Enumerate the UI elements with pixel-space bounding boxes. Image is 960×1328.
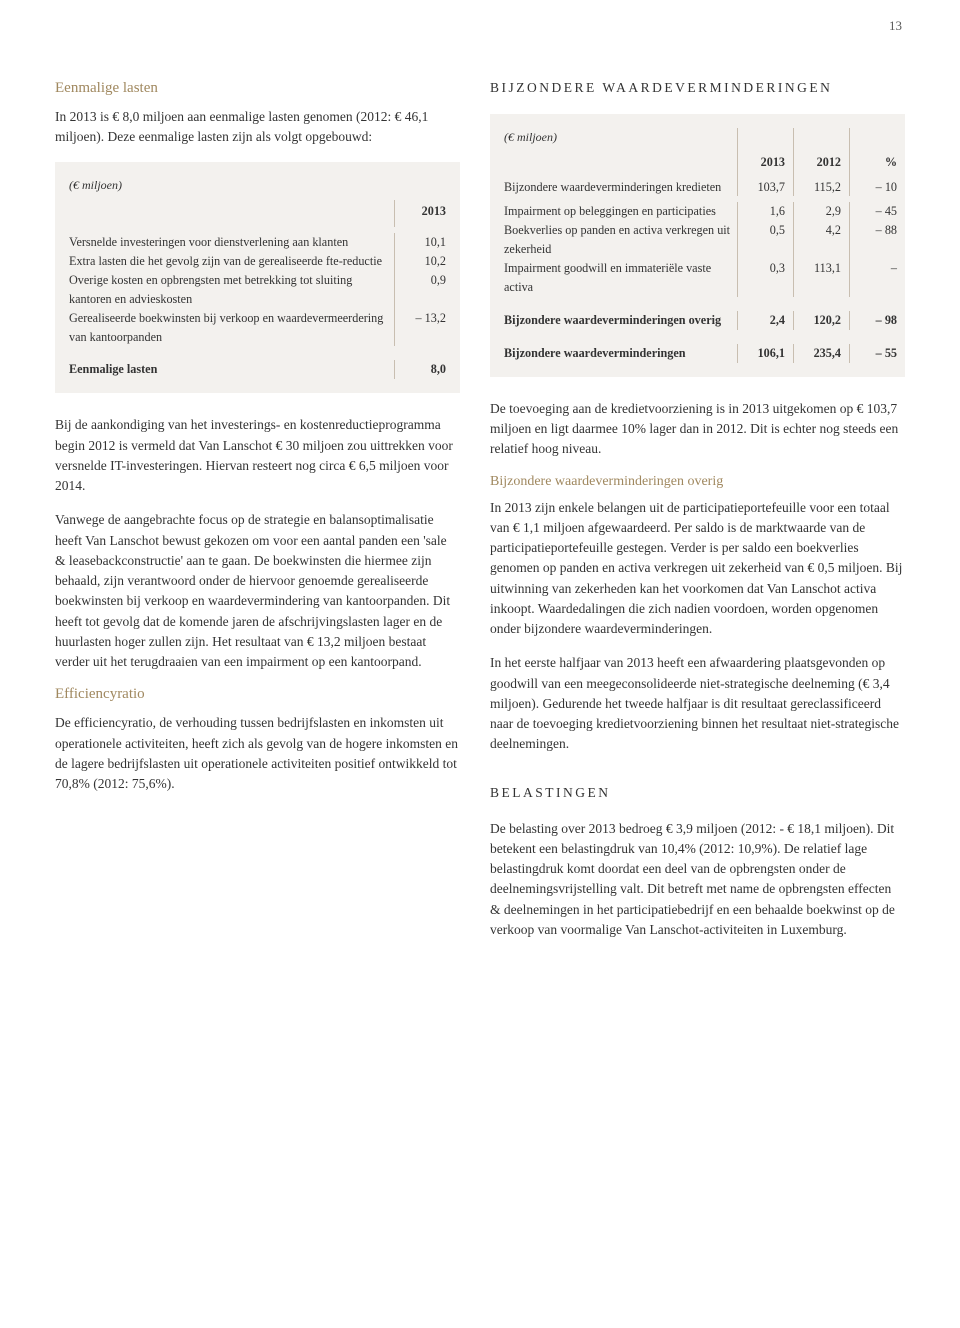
table-total-row: Eenmalige lasten 8,0: [69, 360, 460, 379]
row-label: Extra lasten die het gevolg zijn van de …: [69, 252, 394, 271]
row-value: 10,2: [394, 252, 460, 271]
cell: – 98: [849, 311, 905, 330]
row-value: – 13,2: [394, 309, 460, 347]
table-total-row: Bijzondere waardeverminderingen 106,1 23…: [504, 344, 905, 363]
row-label: Bijzondere waarde­verminderingen overig: [504, 311, 737, 330]
table-unit: (€ miljoen): [69, 176, 460, 195]
section-title-bijzondere: BIJZONDERE WAARDEVERMINDERINGEN: [490, 80, 905, 96]
row-label: Bijzondere waardeverminderingen: [504, 344, 737, 363]
cell: 1,6: [737, 202, 793, 221]
col-header: 2012: [793, 153, 849, 178]
col-header: 2013: [737, 153, 793, 178]
heading-eenmalige-lasten: Eenmalige lasten: [55, 80, 460, 97]
paragraph: De toevoeging aan de kredietvoorziening …: [490, 399, 905, 460]
right-column: BIJZONDERE WAARDEVERMINDERINGEN (€ miljo…: [490, 80, 905, 954]
row-value: 10,1: [394, 233, 460, 252]
table-row: Extra lasten die het gevolg zijn van de …: [69, 252, 460, 271]
heading-bijzondere-overig: Bijzondere waardeverminderingen overig: [490, 474, 905, 490]
table-row: Boekverlies op panden en activa verkrege…: [504, 221, 905, 259]
cell: 115,2: [793, 178, 849, 197]
cell: 2,9: [793, 202, 849, 221]
row-label: Versnelde investeringen voor dienstverle…: [69, 233, 394, 252]
cell: 103,7: [737, 178, 793, 197]
cell: 106,1: [737, 344, 793, 363]
left-column: Eenmalige lasten In 2013 is € 8,0 miljoe…: [55, 80, 460, 954]
two-column-layout: Eenmalige lasten In 2013 is € 8,0 miljoe…: [55, 80, 905, 954]
table-row: Impairment goodwill en immateriële vaste…: [504, 259, 905, 297]
table-row: Gerealiseerde boekwinsten bij verkoop en…: [69, 309, 460, 347]
table-row: Versnelde investeringen voor dienstverle…: [69, 233, 460, 252]
cell: 2,4: [737, 311, 793, 330]
cell: 120,2: [793, 311, 849, 330]
cell: – 55: [849, 344, 905, 363]
table-row: Overige kosten en opbrengsten met betrek…: [69, 271, 460, 309]
page-number: 13: [889, 18, 902, 34]
cell: 0,3: [737, 259, 793, 297]
table-eenmalige-lasten: (€ miljoen) 2013 Versnelde investeringen…: [55, 162, 460, 394]
cell: – 45: [849, 202, 905, 221]
row-label: Overige kosten en opbrengsten met betrek…: [69, 271, 394, 309]
table-unit: (€ miljoen): [504, 128, 737, 147]
cell: 0,5: [737, 221, 793, 259]
paragraph: Vanwege de aangebrachte focus op de stra…: [55, 510, 460, 672]
table-header-row: 2013: [69, 200, 460, 227]
row-label: Bijzondere waarde­verminderingen krediet…: [504, 178, 737, 197]
section-title-belastingen: BELASTINGEN: [490, 785, 905, 801]
paragraph: In het eerste halfjaar van 2013 heeft ee…: [490, 653, 905, 754]
row-label: Impairment goodwill en immateriële vaste…: [504, 259, 737, 297]
table-subtotal-row: Bijzondere waarde­verminderingen overig …: [504, 311, 905, 330]
cell: – 88: [849, 221, 905, 259]
cell: – 10: [849, 178, 905, 197]
total-label: Eenmalige lasten: [69, 360, 394, 379]
row-label: Impairment op beleggingen en participati…: [504, 202, 737, 221]
table-header-year: 2013: [394, 200, 460, 227]
table-row: Bijzondere waarde­verminderingen krediet…: [504, 178, 905, 197]
paragraph: De efficiencyratio, de verhouding tussen…: [55, 713, 460, 794]
paragraph: In 2013 is € 8,0 miljoen aan eenmalige l…: [55, 107, 460, 148]
table-bijzondere-waardeverminderingen: (€ miljoen) 2013 2012 % Bijzondere waard…: [490, 114, 905, 377]
table-header-row: 2013 2012 %: [504, 153, 905, 178]
table-row: Impairment op beleggingen en participati…: [504, 202, 905, 221]
paragraph: Bij de aankondiging van het investerings…: [55, 415, 460, 496]
total-value: 8,0: [394, 360, 460, 379]
row-label: Boekverlies op panden en activa verkrege…: [504, 221, 737, 259]
cell: –: [849, 259, 905, 297]
col-header: %: [849, 153, 905, 178]
row-value: 0,9: [394, 271, 460, 309]
heading-efficiencyratio: Efficiencyratio: [55, 686, 460, 703]
cell: 4,2: [793, 221, 849, 259]
row-label: Gerealiseerde boekwinsten bij verkoop en…: [69, 309, 394, 347]
paragraph: De belasting over 2013 bedroeg € 3,9 mil…: [490, 819, 905, 941]
paragraph: In 2013 zijn enkele belangen uit de part…: [490, 498, 905, 640]
table-header-row: (€ miljoen): [504, 128, 905, 153]
cell: 113,1: [793, 259, 849, 297]
cell: 235,4: [793, 344, 849, 363]
